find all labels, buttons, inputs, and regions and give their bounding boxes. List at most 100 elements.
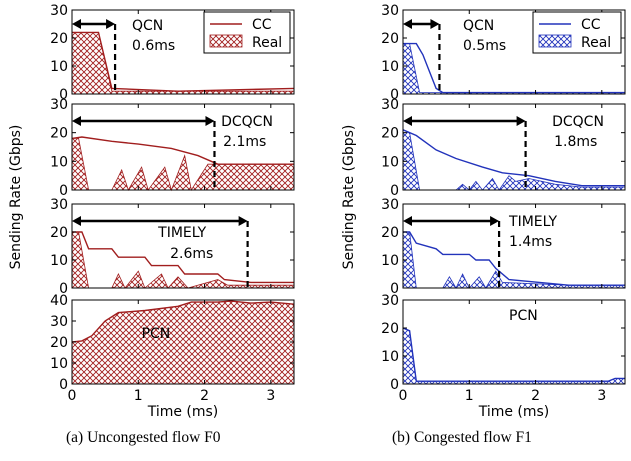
arrow-head-left	[403, 116, 412, 126]
y-tick-label: 20	[50, 225, 68, 241]
y-tick-label: 30	[50, 197, 68, 213]
y-tick-label: 0	[59, 281, 68, 297]
panel-pcn: 0 10 20 30 40 PCN	[50, 293, 295, 393]
y-tick-label: 30	[381, 197, 399, 213]
cc-line	[402, 327, 625, 382]
y-tick-label: 10	[50, 253, 68, 269]
legend: CC Real	[203, 11, 291, 54]
y-tick-label: 0	[390, 377, 399, 393]
y-tick-label: 0	[59, 87, 68, 103]
panel-frame	[402, 103, 626, 191]
y-tick-label: 20	[50, 126, 68, 142]
figure-a: Sending Rate (Gbps)0102030QCN0.6ms010203…	[8, 3, 295, 420]
y-axis-label: Sending Rate (Gbps)	[8, 125, 24, 270]
arrow-head-left	[72, 216, 81, 226]
figure-b: Sending Rate (Gbps)0102030QCN0.5ms010203…	[341, 3, 626, 420]
y-tick-label: 0	[59, 377, 68, 393]
y-tick-label: 20	[50, 335, 68, 351]
convergence-time-label: 2.6ms	[170, 246, 213, 262]
arrow-head-right	[430, 19, 440, 29]
arrow-head-left	[72, 19, 81, 29]
real-area	[71, 300, 295, 385]
y-tick-label: 30	[381, 97, 399, 113]
algorithm-label: TIMELY	[508, 214, 558, 230]
algorithm-label: QCN	[132, 18, 163, 34]
y-tick-label: 20	[381, 31, 399, 47]
algorithm-label: PCN	[142, 326, 171, 342]
panel-timely: 0 10 20 30 TIMELY 1.4ms	[381, 197, 626, 297]
legend: CC Real	[532, 11, 622, 54]
y-tick-label: 10	[381, 154, 399, 170]
panel-frame	[71, 103, 295, 191]
convergence-time-label: 2.1ms	[223, 134, 266, 150]
cc-line	[72, 31, 295, 92]
x-tick-label: 3	[597, 388, 606, 404]
legend-cc-label: CC	[252, 17, 272, 33]
cc-line	[72, 231, 294, 284]
y-axis-label: Sending Rate (Gbps)	[341, 125, 357, 270]
real-area	[71, 231, 295, 289]
arrow-head-left	[403, 216, 412, 226]
x-tick-label: 2	[531, 388, 540, 404]
convergence-time-label: 0.6ms	[132, 38, 175, 54]
caption-figure-a: (a) Uncongested flow F0	[66, 429, 221, 446]
legend-real-label: Real	[581, 35, 611, 51]
arrow-head-right	[516, 116, 526, 126]
x-tick-label: 2	[200, 388, 209, 404]
caption-figure-b: (b) Congested flow F1	[392, 429, 532, 446]
arrow-head-right	[490, 216, 500, 226]
x-axis-label: Time (ms)	[478, 404, 550, 420]
y-tick-label: 30	[50, 314, 68, 330]
algorithm-label: DCQCN	[221, 114, 273, 130]
arrow-head-right	[205, 116, 215, 126]
y-tick-label: 10	[50, 154, 68, 170]
x-tick-label: 0	[68, 388, 77, 404]
arrow-head-right	[106, 19, 116, 29]
y-tick-label: 30	[50, 3, 68, 19]
cc-line	[403, 231, 625, 286]
y-tick-label: 30	[50, 97, 68, 113]
arrow-head-left	[72, 116, 81, 126]
algorithm-label: PCN	[509, 308, 538, 324]
panel-frame	[402, 299, 626, 385]
y-tick-label: 30	[381, 3, 399, 19]
y-tick-label: 10	[50, 356, 68, 372]
panel-dcqcn: 0 10 20 30 DCQCN 2.1ms	[50, 97, 295, 199]
y-tick-label: 0	[59, 183, 68, 199]
y-tick-label: 30	[381, 293, 399, 309]
y-tick-label: 0	[390, 183, 399, 199]
panel-frame	[71, 203, 295, 289]
algorithm-label: TIMELY	[157, 225, 207, 241]
panel-frame	[402, 203, 626, 289]
y-tick-label: 20	[381, 225, 399, 241]
legend-real-label: Real	[252, 35, 282, 51]
algorithm-label: DCQCN	[552, 114, 604, 130]
y-tick-label: 10	[381, 59, 399, 75]
y-tick-label: 10	[50, 59, 68, 75]
algorithm-label: QCN	[463, 18, 494, 34]
legend-cc-label: CC	[581, 17, 601, 33]
cc-line	[402, 129, 625, 187]
arrow-head-right	[238, 216, 248, 226]
x-tick-label: 1	[465, 388, 474, 404]
legend-real-swatch	[538, 34, 572, 48]
cc-line	[403, 42, 625, 94]
convergence-time-label: 1.8ms	[554, 134, 597, 150]
cc-line	[71, 136, 294, 165]
cc-line	[71, 300, 295, 343]
panel-pcn: 0 10 20 30 PCN	[381, 293, 626, 393]
x-tick-label: 0	[399, 388, 408, 404]
y-tick-label: 0	[390, 281, 399, 297]
y-tick-label: 20	[381, 321, 399, 337]
panel-timely: 0 10 20 30 TIMELY 2.6ms	[50, 197, 295, 297]
x-tick-label: 1	[134, 388, 143, 404]
y-tick-label: 10	[381, 253, 399, 269]
panel-frame	[71, 9, 295, 95]
panel-dcqcn: 0 10 20 30 DCQCN 1.8ms	[381, 97, 626, 199]
convergence-time-label: 1.4ms	[509, 234, 552, 250]
legend-real-swatch	[209, 34, 243, 48]
convergence-time-label: 0.5ms	[463, 38, 506, 54]
arrow-head-left	[403, 19, 412, 29]
x-axis-label: Time (ms)	[147, 404, 219, 420]
